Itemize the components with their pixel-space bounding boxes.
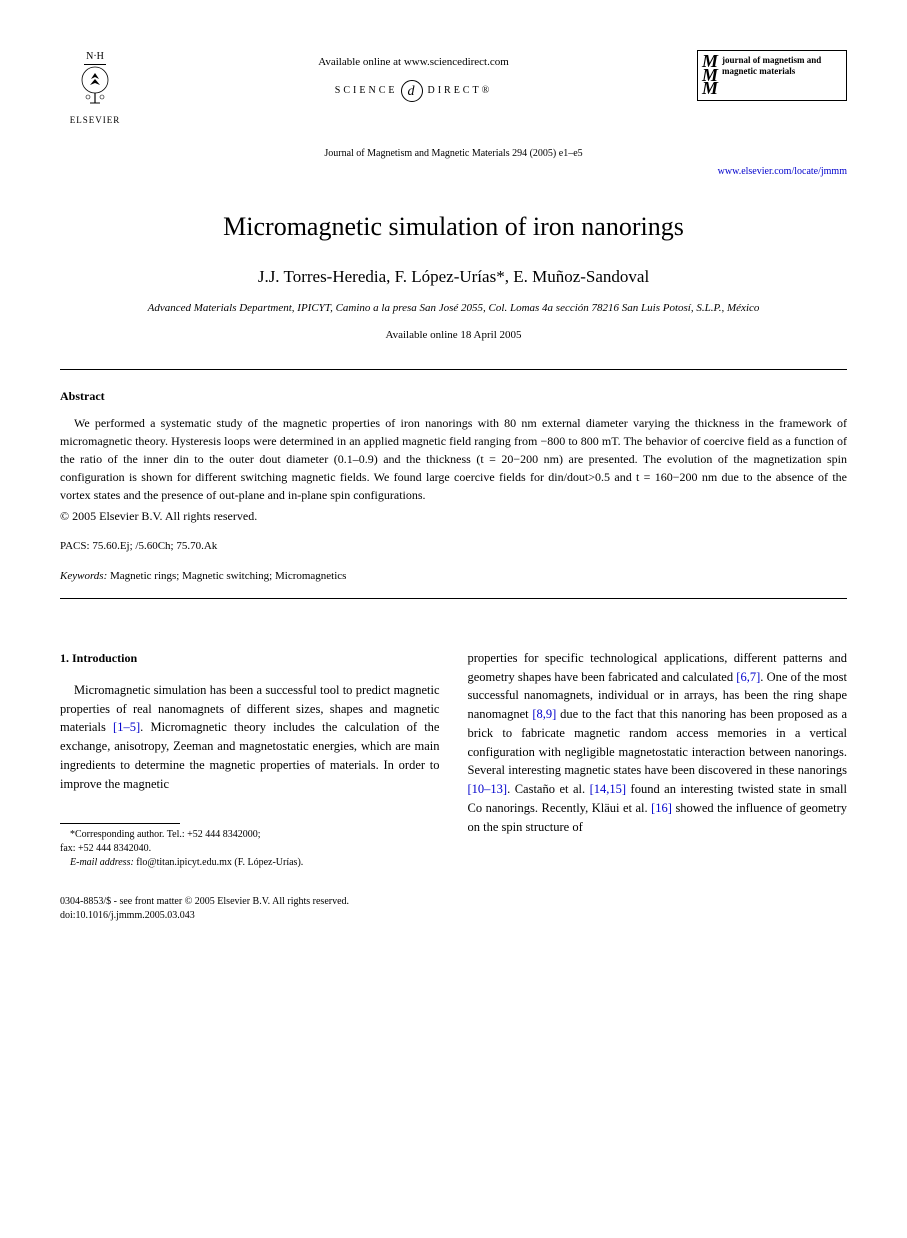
column-right: properties for specific technological ap… — [468, 649, 848, 871]
journal-logo-text: journal of magnetism and magnetic materi… — [722, 55, 842, 77]
journal-logo: M M M journal of magnetism and magnetic … — [697, 50, 847, 101]
sd-left: SCIENCE — [335, 84, 398, 98]
keywords-line: Keywords: Magnetic rings; Magnetic switc… — [60, 569, 847, 584]
keywords-text: Magnetic rings; Magnetic switching; Micr… — [110, 570, 346, 582]
abstract-text: We performed a systematic study of the m… — [60, 414, 847, 504]
sd-circle-icon: d — [401, 80, 423, 102]
ref-10-13[interactable]: [10–13] — [468, 782, 508, 796]
fax: fax: +52 444 8342040. — [60, 842, 440, 856]
abstract-heading: Abstract — [60, 388, 847, 405]
header-row: N·H ELSEVIER Available online at www.sci… — [60, 50, 847, 127]
column-left: 1. Introduction Micromagnetic simulation… — [60, 649, 440, 871]
keywords-label: Keywords: — [60, 570, 107, 582]
sd-right: DIRECT® — [427, 84, 492, 98]
intro-paragraph: Micromagnetic simulation has been a succ… — [60, 681, 440, 794]
journal-m-icon: M M M — [702, 55, 718, 96]
rule-top — [60, 369, 847, 370]
rule-bottom — [60, 598, 847, 599]
ref-14-15[interactable]: [14,15] — [590, 782, 626, 796]
journal-url[interactable]: www.elsevier.com/locate/jmmm — [60, 165, 847, 179]
footer-doi: doi:10.1016/j.jmmm.2005.03.043 — [60, 909, 847, 923]
copyright: © 2005 Elsevier B.V. All rights reserved… — [60, 508, 847, 525]
footer-line1: 0304-8853/$ - see front matter © 2005 El… — [60, 895, 847, 909]
sciencedirect-logo: SCIENCE d DIRECT® — [130, 80, 697, 102]
article-title: Micromagnetic simulation of iron nanorin… — [60, 209, 847, 245]
email-address: flo@titan.ipicyt.edu.mx (F. López-Urías)… — [136, 857, 303, 868]
elsevier-tree-icon — [76, 65, 114, 112]
affiliation: Advanced Materials Department, IPICYT, C… — [60, 301, 847, 316]
ref-16[interactable]: [16] — [651, 801, 672, 815]
center-header: Available online at www.sciencedirect.co… — [130, 50, 697, 102]
ref-6-7[interactable]: [6,7] — [736, 670, 760, 684]
publisher-logo: N·H ELSEVIER — [60, 50, 130, 127]
corresponding-author: *Corresponding author. Tel.: +52 444 834… — [60, 828, 440, 842]
pacs-line: PACS: 75.60.Ej; /5.60Ch; 75.70.Ak — [60, 539, 847, 554]
available-date: Available online 18 April 2005 — [60, 328, 847, 343]
body-columns: 1. Introduction Micromagnetic simulation… — [60, 649, 847, 871]
publisher-initials: N·H — [84, 50, 106, 65]
col2-paragraph: properties for specific technological ap… — [468, 649, 848, 837]
ref-1-5[interactable]: [1–5] — [113, 720, 140, 734]
email-label: E-mail address: — [70, 857, 134, 868]
pacs-codes: 75.60.Ej; /5.60Ch; 75.70.Ak — [92, 540, 217, 552]
citation-line: Journal of Magnetism and Magnetic Materi… — [60, 147, 847, 161]
email-line: E-mail address: flo@titan.ipicyt.edu.mx … — [60, 856, 440, 870]
pacs-label: PACS: — [60, 540, 90, 552]
footnote-block: *Corresponding author. Tel.: +52 444 834… — [60, 828, 440, 870]
available-online-text: Available online at www.sciencedirect.co… — [130, 55, 697, 70]
authors: J.J. Torres-Heredia, F. López-Urías*, E.… — [60, 265, 847, 289]
section-1-heading: 1. Introduction — [60, 649, 440, 667]
publisher-name: ELSEVIER — [70, 114, 121, 127]
footer: 0304-8853/$ - see front matter © 2005 El… — [60, 895, 847, 923]
m3: M — [702, 82, 718, 96]
ref-8-9[interactable]: [8,9] — [532, 707, 556, 721]
footnote-rule — [60, 823, 180, 824]
col2-d: . Castaño et al. — [507, 782, 590, 796]
